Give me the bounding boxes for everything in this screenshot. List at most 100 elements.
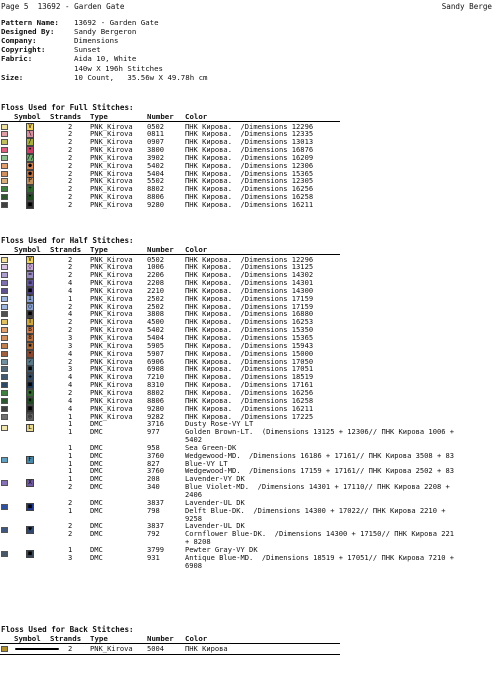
cell-color: ПНК Кирова. /Dimensions 15000: [185, 348, 314, 358]
symbol-icon: ♦: [26, 396, 34, 405]
meta-value: Sandy Bergeron: [74, 27, 137, 37]
cell-strands: 3: [68, 552, 73, 562]
symbol-icon: •: [26, 349, 34, 358]
blend-line: 1 DMC 3716 Dusty Rose-VY LT: [0, 420, 494, 428]
cell-strands: 4: [68, 285, 73, 295]
cell-type: DMC: [90, 497, 103, 507]
cell-strands: 2: [68, 200, 73, 209]
column-header-number: Number: [147, 244, 174, 254]
cell-color: ПНК Кирова. /Dimensions 17225: [185, 411, 314, 421]
cell-type: PNK_Kirova: [90, 317, 133, 327]
column-header-strands: Strands: [50, 111, 82, 121]
cell-color: ПНК Кирова. /Dimensions 16256: [185, 184, 314, 194]
floss-row: • 2 PNK_Kirova 3800 ПНК Кирова. /Dimensions …: [0, 145, 494, 155]
cell-number: 9280: [147, 200, 165, 209]
blend-line: 9258: [0, 514, 494, 523]
meta-label: Copyright:: [1, 45, 46, 55]
cell-number: 5404: [147, 168, 165, 178]
column-header-symbol: Symbol: [14, 244, 41, 254]
cell-color: ПНК Кирова. /Dimensions 15365: [185, 333, 314, 342]
cell-number: 5404: [147, 333, 165, 342]
blend-line: 1 DMC 3799 Pewter Gray-VY DK: [0, 544, 494, 554]
cell-type: PNK_Kirova: [90, 411, 133, 421]
cell-type: DMC: [90, 505, 103, 515]
cell-type: PNK_Kirova: [90, 145, 133, 155]
cell-strands: 2: [68, 137, 73, 147]
color-swatch: [1, 342, 8, 349]
cell-color: Sea Green-DK: [185, 442, 237, 452]
cell-number: 0502: [147, 254, 165, 264]
color-swatch: [1, 389, 8, 396]
cell-color: ПНК Кирова. /Dimensions 12296: [185, 254, 314, 264]
color-swatch: [1, 366, 8, 373]
column-header-type: Type: [90, 244, 108, 254]
color-swatch: [1, 327, 8, 334]
cell-type: PNK_Kirova: [90, 387, 133, 397]
cell-color: ПНК Кирова. /Dimensions 12306: [185, 160, 314, 170]
header-rule: [0, 253, 340, 255]
symbol-icon: ■: [26, 286, 34, 295]
cell-type: PNK_Kirova: [90, 340, 133, 350]
cell-strands: 2: [68, 270, 73, 280]
cell-color: ПНК Кирова. /Dimensions 16211: [185, 200, 314, 209]
symbol-icon: //: [26, 153, 35, 162]
cell-type: PNK_Kirova: [90, 285, 133, 295]
color-swatch: [1, 550, 8, 557]
cell-color: ПНК Кирова. /Dimensions 16258: [185, 192, 314, 202]
floss-row: I 1 PNK_Kirova 2502 ПНК Кирова. /Dimensions …: [0, 293, 494, 303]
cell-number: 3799: [147, 544, 165, 554]
cell-number: 827: [147, 458, 160, 468]
meta-value: 140w X 196h Stitches: [74, 63, 163, 73]
cell-color: 5402: [185, 435, 203, 445]
cell-strands: 2: [68, 529, 73, 539]
cell-number: 0907: [147, 137, 165, 147]
meta-value: Dimensions: [74, 36, 119, 46]
floss-row: ■ 3 PNK_Kirova 6908 ПНК Кирова. /Dimensions …: [0, 364, 494, 374]
blend-line: 2406: [0, 491, 494, 499]
cell-type: PNK_Kirova: [90, 293, 133, 303]
cell-strands: 4: [68, 372, 73, 382]
cell-type: DMC: [90, 552, 103, 562]
cell-number: 8806: [147, 192, 165, 202]
meta-label: Size:: [1, 72, 24, 82]
cell-type: PNK_Kirova: [90, 403, 133, 413]
blend-symbol: X: [0, 479, 40, 488]
color-swatch: [1, 170, 8, 177]
blend-line: 6908: [0, 561, 494, 570]
cell-type: PNK_Kirova: [90, 372, 133, 382]
cell-strands: 2: [68, 325, 73, 335]
blend-line: 1 DMC 798 Delft Blue-DK. /Dimensions 14300 …: [0, 505, 494, 515]
cell-strands: 1: [68, 466, 73, 476]
cell-number: 6908: [147, 364, 165, 374]
cell-number: 0811: [147, 129, 165, 139]
cell-strands: 4: [68, 348, 73, 358]
floss-row: ■ 4 PNK_Kirova 9280 ПНК Кирова. /Dimensions …: [0, 403, 494, 413]
cell-number: 958: [147, 442, 160, 452]
cell-type: DMC: [90, 544, 103, 554]
color-swatch: [1, 154, 8, 161]
color-swatch: [1, 374, 8, 381]
symbol-icon: \: [26, 130, 34, 139]
cell-type: PNK_Kirova: [90, 168, 133, 178]
color-swatch: [1, 335, 8, 341]
blend-line: 1 DMC 827 Blue-VY LT: [0, 458, 494, 468]
cell-color: Antique Blue-MD. /Dimensions 18519 + 170…: [185, 552, 455, 562]
cell-color: ПНК Кирова. /Dimensions 12296: [185, 121, 314, 131]
cell-number: 9282: [147, 411, 165, 421]
floss-row: ■ 2 PNK_Kirova 9280 ПНК Кирова. /Dimensions …: [0, 201, 494, 209]
cell-type: PNK_Kirova: [90, 254, 133, 264]
symbol-icon: ■: [26, 310, 34, 319]
cell-number: 8806: [147, 395, 165, 405]
blend-line: 2 DMC 340 Blue Violet-MD. /Dimensions 14301…: [0, 483, 494, 491]
symbol-icon: ▪: [26, 388, 34, 397]
cell-strands: 2: [68, 301, 73, 311]
cell-strands: 2: [68, 121, 73, 131]
meta-value: 10 Count, 35.56w X 49.78h cm: [74, 72, 208, 82]
meta-label: Fabric:: [1, 54, 33, 64]
blend-symbol: F: [0, 455, 40, 464]
blend-line: 2 DMC 792 Cornflower Blue-DK. /Dimensions 1…: [0, 530, 494, 538]
cell-color: ПНК Кирова. /Dimensions 16880: [185, 309, 314, 319]
color-swatch: [1, 162, 8, 169]
symbol-icon: ♥: [26, 526, 34, 535]
floss-row: ■ 4 PNK_Kirova 3808 ПНК Кирова. /Dimensions …: [0, 309, 494, 319]
